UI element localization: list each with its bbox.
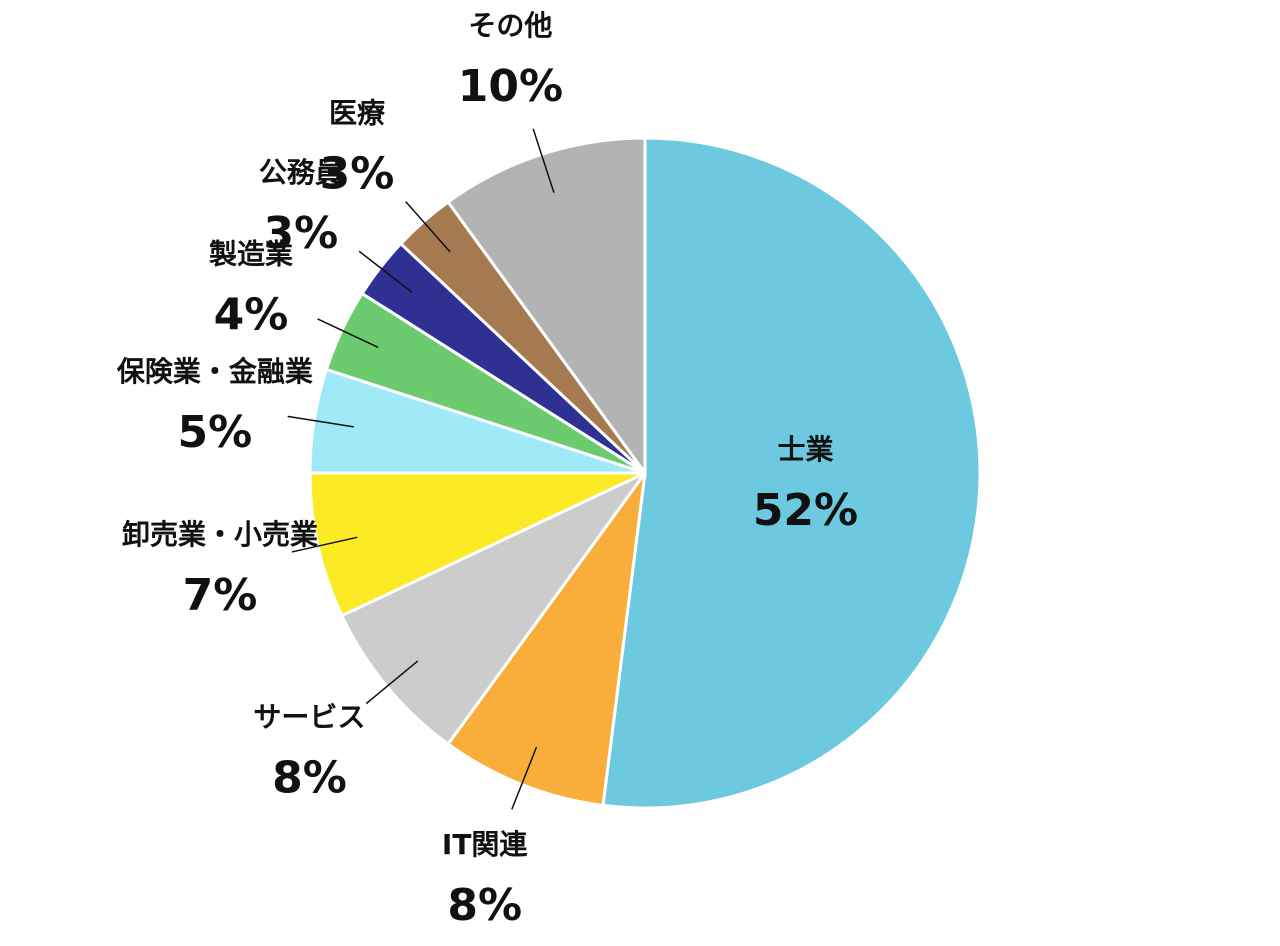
slice-value: 7% [183,570,258,621]
slice-name: 医療 [329,96,386,129]
pie-slice [601,136,982,810]
slice-value: 3% [264,208,339,259]
slice-name: 公務員 [259,156,343,189]
leader-line [317,318,379,349]
slice-value: 5% [178,407,253,458]
slice-value: 4% [214,290,289,341]
slice-name: サービス [253,701,365,734]
slice-name: 士業 [777,433,833,466]
slice-name: 製造業 [209,238,293,271]
slice-name: その他 [468,9,552,42]
leader-line [365,660,419,705]
slice-value: 52% [753,485,858,536]
leader-line [532,128,555,193]
slice-value: 10% [458,61,563,112]
slice-name: 卸売業・小売業 [122,518,318,551]
slice-name: 保険業・金融業 [117,355,313,388]
leader-line [405,201,451,253]
slice-value: 8% [272,753,347,804]
slice-value: 3% [320,148,395,199]
slice-name: IT関連 [442,828,529,861]
slice-value: 8% [447,880,522,931]
leader-line [291,536,358,553]
leader-line [287,415,354,428]
leader-line [511,746,538,810]
leader-line [358,250,413,293]
